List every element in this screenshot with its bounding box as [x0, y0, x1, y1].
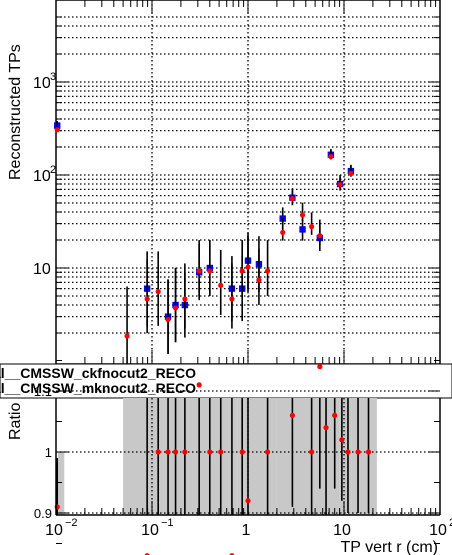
ratio-point [264, 449, 271, 455]
data-point-circle [256, 277, 262, 283]
ratio-point [207, 449, 213, 455]
data-point-circle [280, 229, 286, 236]
x-tick-label-exponent: −2 [65, 517, 78, 529]
ratio-y-tick-label: 0.9 [34, 506, 52, 521]
ratio-point [245, 498, 251, 504]
data-point-circle [289, 196, 295, 202]
data-point-circle [299, 212, 306, 218]
x-tick-label: 10 [333, 522, 351, 539]
x-tick-label: 10 [429, 522, 447, 539]
ratio-y-tick-label: 1 [45, 445, 52, 460]
ratio-point [165, 449, 171, 455]
x-tick-label: 1 [242, 522, 251, 539]
band-segment [351, 398, 377, 515]
data-point-circle [317, 233, 323, 239]
ratio-point [182, 449, 188, 455]
series-1 [54, 122, 354, 370]
ratio-point [355, 449, 361, 455]
ratio-x-tick-labels: 10−210−1110102 [45, 517, 452, 539]
ratio-point [345, 449, 351, 455]
x-tick-label: 10 [45, 522, 63, 539]
band-segment [264, 398, 277, 515]
data-point-circle [124, 333, 130, 339]
band-segment [339, 398, 352, 515]
data-point-circle [196, 268, 202, 274]
data-point-circle [54, 127, 60, 133]
data-point-circle [337, 181, 343, 188]
top-series [54, 120, 355, 370]
ratio-point [218, 449, 224, 455]
data-point-circle [328, 153, 334, 160]
data-point-circle [229, 296, 235, 302]
band-segment [58, 452, 65, 515]
data-point-circle [172, 305, 179, 311]
data-point-circle [165, 317, 171, 323]
ratio-point [365, 449, 372, 455]
ratio-point [339, 437, 345, 443]
legend-entry-mknocut2: al__CMSSW_mknocut2_RECO [0, 380, 196, 396]
ratio-point [155, 449, 161, 455]
data-point-circle [155, 289, 161, 295]
data-point-circle [239, 268, 245, 274]
top-y-tick-label: 10 [33, 168, 51, 185]
legend-box [0, 363, 452, 399]
top-y-tick-label: 10 [33, 261, 51, 278]
top-y-tick-label-exponent: 2 [50, 164, 56, 176]
x-tick-label-exponent: 2 [449, 517, 452, 529]
data-point-square [299, 226, 306, 233]
top-y-tick-label: 10 [33, 75, 51, 92]
band-segment [276, 398, 316, 515]
ratio-point [309, 449, 315, 455]
data-point-circle [182, 296, 188, 302]
ratio-point [196, 382, 202, 388]
ratio-points [54, 364, 372, 555]
ratio-y-tick-labels: 0.80.911.1 [34, 384, 52, 521]
data-point-circle [144, 296, 150, 302]
legend: al__CMSSW_ckfnocut2_RECO al__CMSSW_mknoc… [0, 363, 452, 399]
data-point-circle [309, 224, 315, 230]
ratio-y-tick-label: 1.1 [34, 384, 52, 399]
legend-entry-ckfnocut2: al__CMSSW_ckfnocut2_RECO [0, 365, 196, 381]
ratio-point [239, 449, 245, 455]
x-tick-label: 10 [141, 522, 159, 539]
data-point-circle [348, 170, 354, 177]
ratio-point [332, 412, 338, 418]
ratio-point [289, 412, 295, 418]
top-y-axis-label: Reconstructed TPs [7, 44, 24, 180]
data-point-circle [264, 268, 271, 274]
ratio-point [172, 449, 179, 455]
ratio-point [317, 364, 323, 370]
x-tick-label-exponent: −1 [161, 517, 174, 529]
data-point-circle [218, 282, 224, 289]
ratio-y-axis-label: Ratio [7, 403, 24, 440]
ratio-panel: 0.80.911.1 10−210−1110102 Ratio TP vert … [7, 360, 452, 555]
data-point-circle [207, 268, 213, 274]
ratio-point [323, 425, 329, 431]
data-point-circle [245, 264, 251, 270]
band-segment [219, 398, 229, 515]
top-y-tick-label-exponent: 3 [50, 71, 56, 83]
band-segment [228, 398, 238, 515]
x-axis-label: TP vert r (cm) [341, 539, 438, 555]
